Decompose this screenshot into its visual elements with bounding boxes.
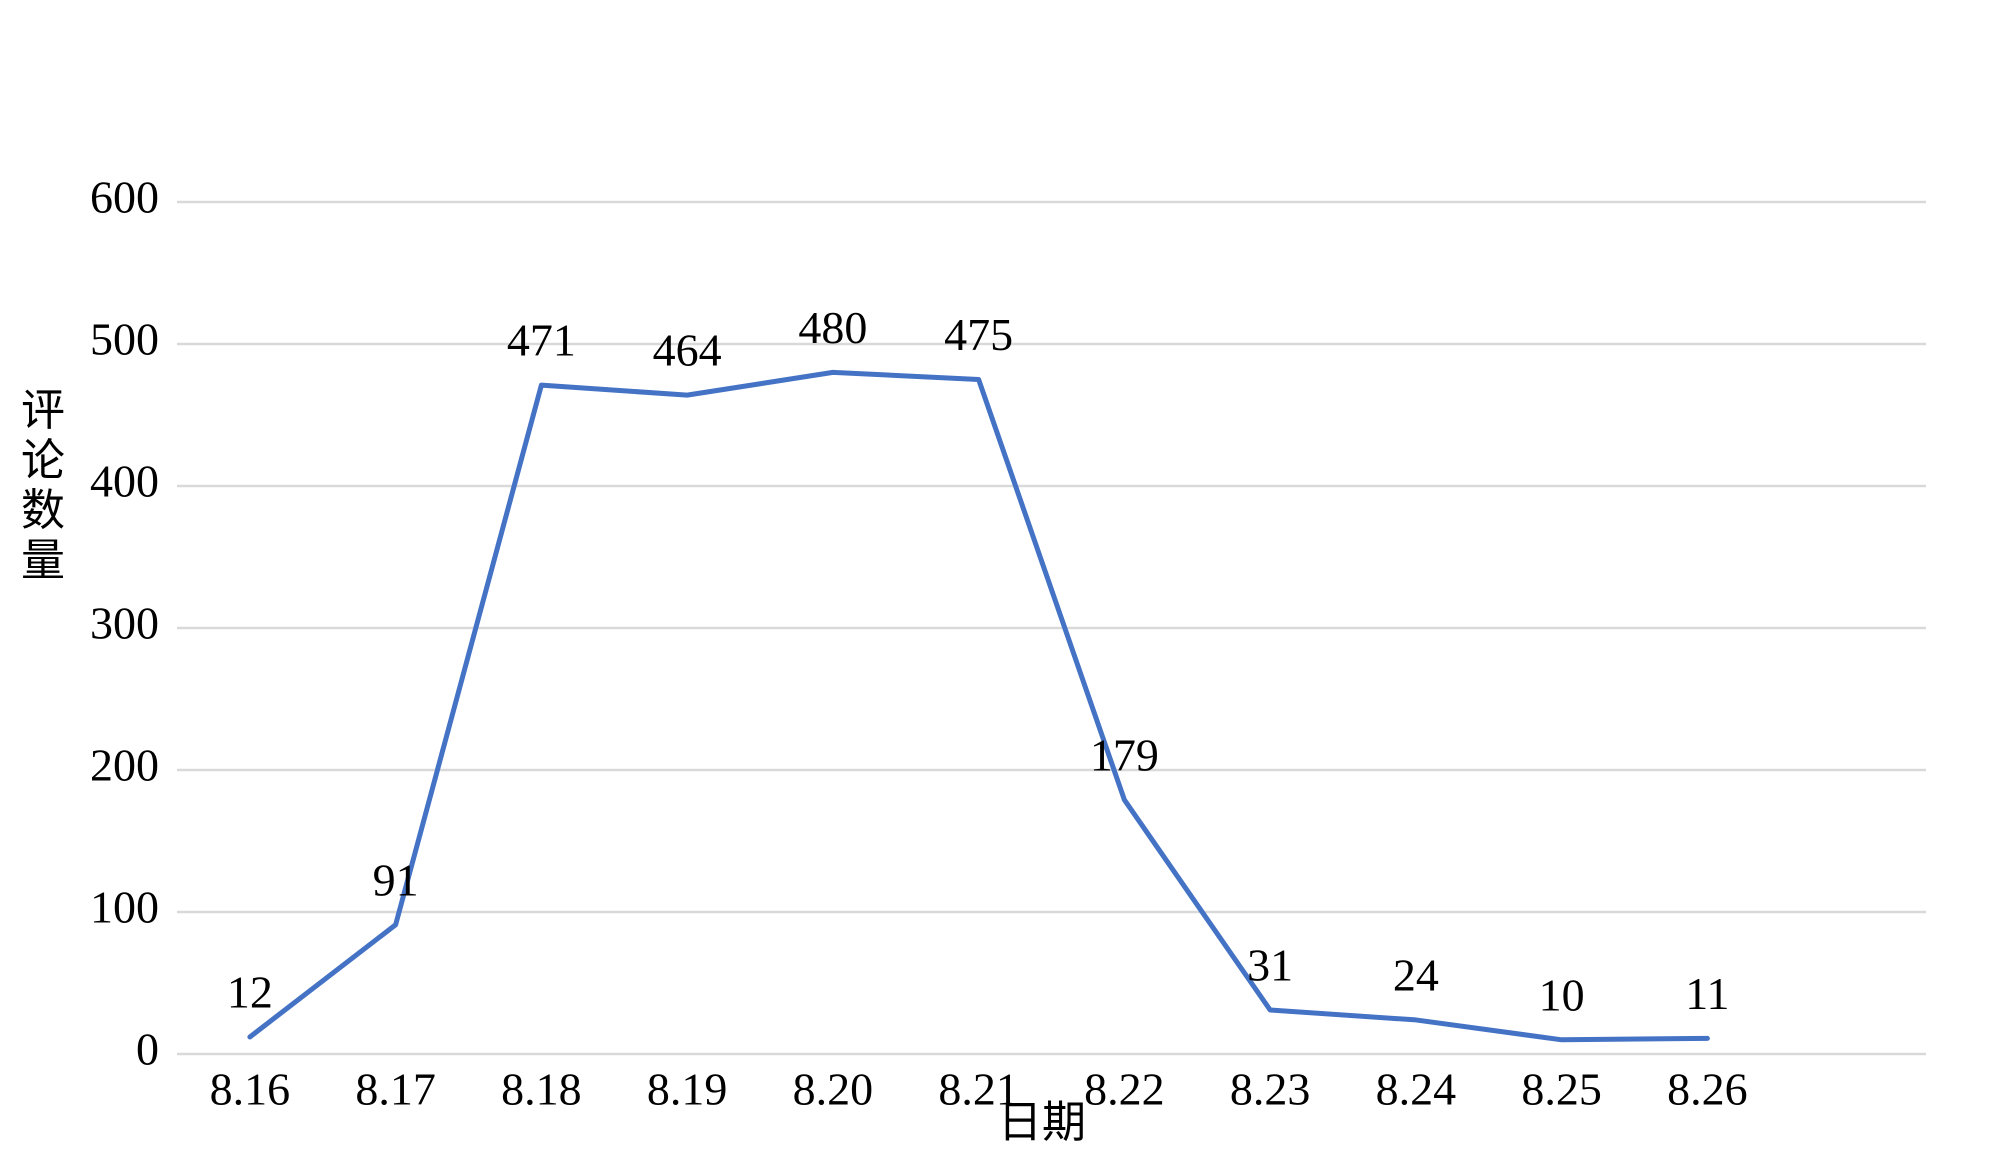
y-tick-label: 0 xyxy=(136,1024,159,1075)
y-tick-label: 200 xyxy=(90,740,159,791)
x-axis-label: 日期 xyxy=(998,1097,1086,1148)
y-tick-label: 400 xyxy=(90,456,159,507)
data-label: 10 xyxy=(1539,969,1585,1020)
y-tick-label: 100 xyxy=(90,882,159,933)
x-tick-label: 8.23 xyxy=(1230,1064,1311,1115)
data-line xyxy=(247,369,1710,1043)
y-tick-label: 600 xyxy=(90,172,159,223)
x-tick-label: 8.24 xyxy=(1376,1064,1457,1115)
data-label: 24 xyxy=(1393,949,1439,1000)
data-label: 12 xyxy=(227,967,273,1018)
data-label: 471 xyxy=(507,315,576,366)
y-tick-label: 500 xyxy=(90,314,159,365)
data-label: 464 xyxy=(653,325,722,376)
x-tick-label: 8.17 xyxy=(355,1064,436,1115)
data-label: 11 xyxy=(1685,968,1729,1019)
data-label: 179 xyxy=(1090,729,1159,780)
x-tick-label: 8.18 xyxy=(501,1064,582,1115)
x-tick-label: 8.16 xyxy=(210,1064,291,1115)
x-tick-label: 8.22 xyxy=(1084,1064,1165,1115)
data-label: 475 xyxy=(944,309,1013,360)
y-tick-label: 300 xyxy=(90,598,159,649)
x-tick-label: 8.20 xyxy=(793,1064,874,1115)
data-label: 31 xyxy=(1247,940,1293,991)
x-tick-label: 8.26 xyxy=(1667,1064,1748,1115)
x-tick-label: 8.21 xyxy=(938,1064,1019,1115)
y-axis-label: 评论数量 xyxy=(21,385,65,586)
x-tick-label: 8.19 xyxy=(647,1064,728,1115)
data-label: 91 xyxy=(373,854,419,905)
x-tick-label: 8.25 xyxy=(1521,1064,1602,1115)
data-label: 480 xyxy=(798,302,867,353)
